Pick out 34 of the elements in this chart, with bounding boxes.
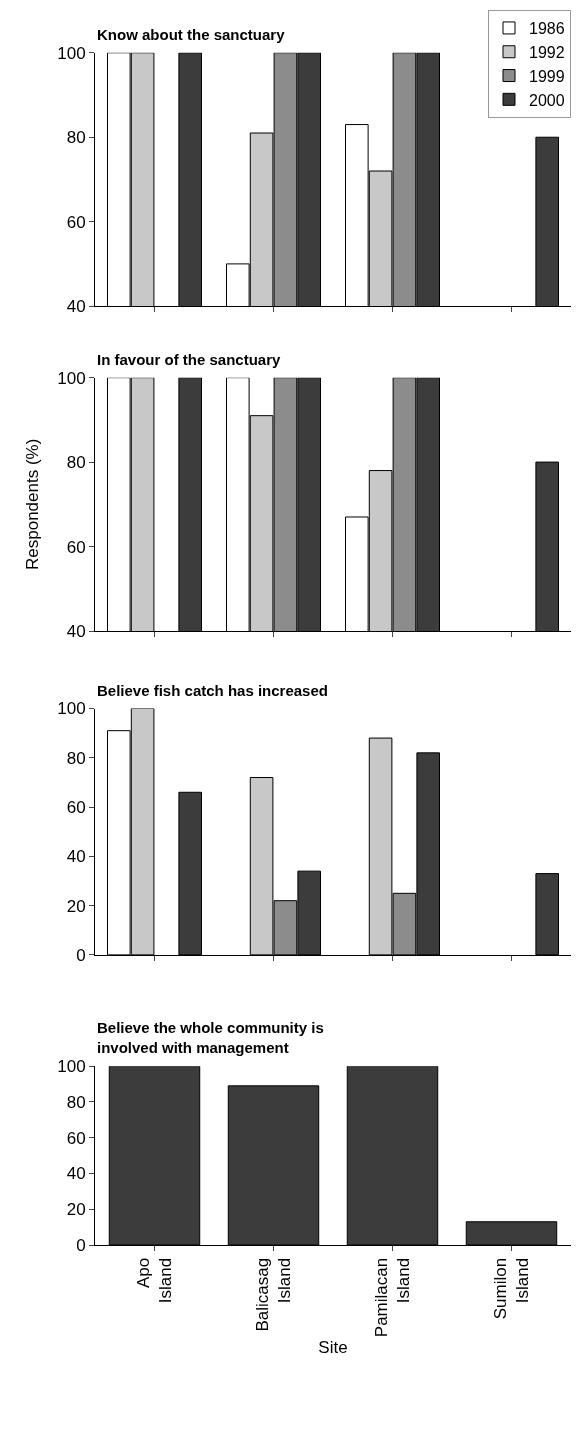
legend-label: 1986	[529, 20, 565, 38]
y-tick-label: 20	[66, 1200, 86, 1220]
y-tick-label: 40	[66, 621, 86, 641]
y-tick-label: 40	[66, 847, 86, 867]
y-tick-label: 100	[57, 1057, 86, 1077]
y-tick-label: 80	[66, 748, 86, 768]
y-tick-label: 60	[66, 537, 86, 557]
x-tick-label: Sumilon Island	[490, 1257, 533, 1320]
y-tick-label: 100	[57, 699, 86, 719]
x-axis-title: Site	[318, 1337, 348, 1357]
x-tick-label: Apo Island	[133, 1257, 176, 1304]
chart-title: Know about the sanctuary	[97, 26, 286, 43]
y-tick-label: 40	[66, 1164, 86, 1184]
x-tick-label: Pamilacan Island	[371, 1257, 414, 1338]
chart-title: In favour of the sanctuary	[97, 351, 282, 368]
legend-label: 1999	[529, 67, 565, 85]
y-tick-label: 20	[66, 896, 86, 916]
y-tick-label: 80	[66, 128, 86, 148]
y-tick-label: 100	[57, 368, 86, 388]
y-tick-label: 40	[66, 297, 86, 317]
y-axis-title: Respondents (%)	[22, 438, 42, 571]
y-tick-label: 60	[66, 1128, 86, 1148]
chart-title: Believe the whole community is involved with management	[97, 1019, 324, 1056]
legend-label: 1992	[529, 43, 565, 61]
y-tick-label: 60	[66, 798, 86, 818]
y-tick-label: 0	[76, 1235, 86, 1255]
y-tick-label: 80	[66, 1092, 86, 1112]
y-tick-label: 100	[57, 43, 86, 63]
y-tick-label: 60	[66, 212, 86, 232]
y-tick-label: 0	[76, 945, 86, 965]
legend-label: 2000	[529, 91, 565, 109]
x-tick-label: Balicasag Island	[252, 1257, 295, 1332]
y-tick-label: 80	[66, 453, 86, 473]
chart-title: Believe fish catch has increased	[97, 682, 328, 699]
